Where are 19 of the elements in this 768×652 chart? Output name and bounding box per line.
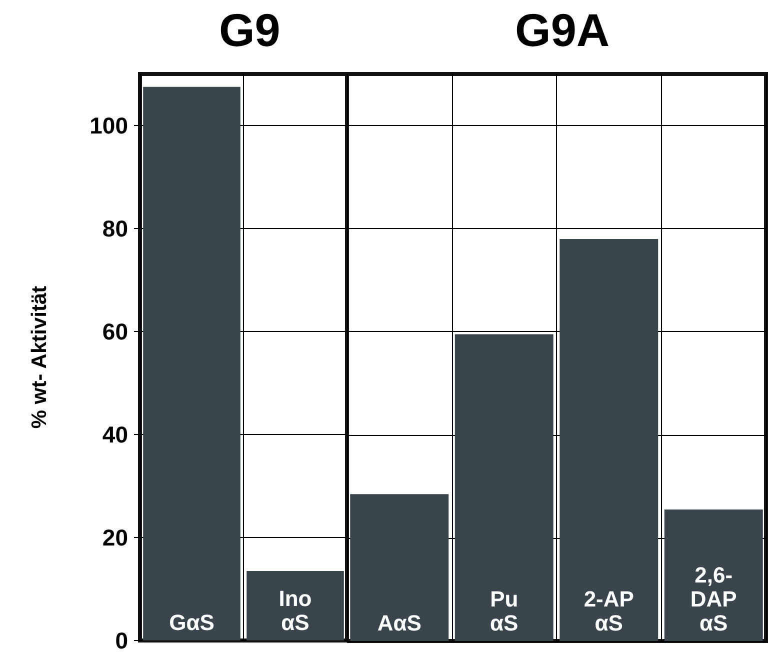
chart-title: G9	[218, 4, 280, 56]
bar	[560, 238, 658, 641]
x-tick-label: AαS	[378, 610, 422, 636]
y-tick-label: 100	[90, 112, 128, 138]
x-tick-label: Ino αS	[278, 586, 312, 635]
y-axis-title: % wt- Aktivität	[28, 286, 51, 429]
x-tick-label: Pu αS	[490, 586, 519, 636]
bar	[664, 510, 764, 641]
y-tick-label: 0	[115, 628, 128, 652]
y-tick-label: 60	[102, 318, 128, 344]
y-tick-label: 40	[102, 422, 128, 448]
x-tick-label: 2,6- DAP αS	[690, 562, 738, 636]
bar	[350, 494, 449, 641]
x-tick-label: 2-AP αS	[584, 586, 634, 636]
chart-title: G9A	[515, 4, 610, 56]
y-tick-label: 80	[102, 216, 128, 242]
x-tick-label: GαS	[169, 610, 214, 635]
y-tick-label: 20	[102, 524, 128, 550]
bar	[455, 334, 554, 641]
